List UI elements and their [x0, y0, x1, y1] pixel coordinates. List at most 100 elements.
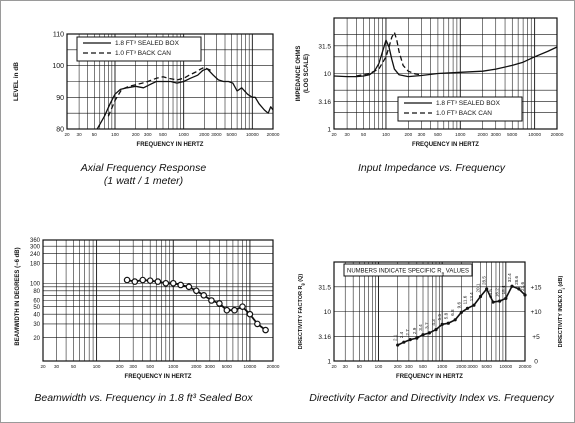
chart-1-x-tick-label: 10000: [528, 132, 541, 137]
chart-3-y2-tick-label: +10: [530, 309, 541, 316]
chart-2-y-tick-label: 100: [30, 281, 41, 287]
chart-0-x-tick-label: 20000: [267, 132, 280, 137]
chart-2-data-point: [254, 320, 261, 328]
chart-1-x-tick-label: 3000: [491, 132, 502, 137]
chart-1-x-tick-label: 20000: [551, 132, 564, 137]
chart-2-y-axis-label: BEAMWIDTH IN DEGREES (−6 dB): [15, 247, 21, 345]
chart-0-y-axis-label: LEVEL in dB: [13, 62, 20, 101]
chart-3-x-tick-label: 20000: [519, 364, 532, 369]
chart-2-data-point: [246, 310, 254, 318]
chart-3-data-point: [510, 284, 514, 288]
chart-3-data-point: [517, 287, 521, 291]
chart-3-x-tick-label: 3000: [467, 364, 478, 369]
chart-3-data-label: 13.4: [469, 292, 474, 301]
chart-0-legend: 1.8 FT³ SEALED BOX 1.0 FT³ BACK CAN: [76, 36, 202, 62]
caption-directivity-title: Directivity Factor and Directivity Index…: [309, 392, 554, 404]
chart-3-data-label: 5.5: [437, 314, 442, 321]
caption-beamwidth-title: Beamwidth vs. Frequency in 1.8 ft³ Seale…: [34, 392, 253, 404]
chart-1-x-tick-label: 100: [382, 132, 390, 137]
chart-2-data-point: [146, 277, 154, 284]
chart-3-data-label: 21.6: [520, 282, 525, 291]
chart-3-data-label: 15.5: [488, 289, 493, 298]
chart-1-y-tick-label: 3.16: [318, 99, 331, 106]
chart-1-x-tick-label: 1000: [455, 132, 466, 137]
caption-directivity: Directivity Factor and Directivity Index…: [288, 392, 575, 405]
chart-3-x-tick-label: 30: [343, 364, 349, 369]
chart-0-series-line-0: [96, 68, 274, 130]
chart-3-y2-tick-label: 0: [534, 359, 538, 366]
chart-2-y-tick-label: 20: [33, 336, 40, 342]
chart-0-x-tick-label: 30: [77, 132, 83, 137]
chart-3-grid: [333, 261, 526, 362]
chart-1-legend-box: [397, 96, 523, 122]
chart-3-data-point: [396, 343, 400, 347]
chart-1-y-tick-label: 1: [327, 127, 331, 134]
chart-3-y2-tick-label: +15: [530, 284, 541, 291]
chart-3-x-tick-label: 300: [405, 364, 413, 369]
caption-beamwidth: Beamwidth vs. Frequency in 1.8 ft³ Seale…: [0, 392, 287, 405]
chart-2-x-tick-label: 50: [71, 364, 77, 369]
chart-3-y2-tick-label: +5: [532, 334, 540, 341]
chart-2-x-tick-label: 5000: [222, 364, 233, 369]
chart-3-data-point: [504, 296, 508, 300]
chart-0-x-tick-label: 1000: [179, 132, 190, 137]
chart-2-data-point: [231, 306, 238, 314]
chart-0-y-tick-label: 110: [53, 32, 64, 39]
chart-3-data-point: [402, 340, 406, 344]
chart-3-plot-border: [333, 261, 526, 362]
chart-2-x-tick-label: 2000: [191, 364, 202, 369]
chart-3-data-point: [427, 331, 431, 335]
chart-2-y-tick-label: 180: [30, 262, 41, 268]
chart-1-x-tick-label: 200: [404, 132, 412, 137]
chart-3-x-tick-label: 10000: [499, 364, 512, 369]
chart-3-x-tick-label: 20: [331, 364, 337, 369]
chart-1-x-tick-label: 5000: [507, 132, 518, 137]
chart-3-data-point: [408, 338, 412, 342]
chart-1-plot-border: [333, 17, 558, 130]
chart-0-x-tick-label: 3000: [211, 132, 222, 137]
chart-2-grid: [42, 239, 274, 362]
chart-3-y2-axis-label: DIRECTIVITY INDEX Di (dB): [558, 276, 566, 348]
chart-3-data-point: [459, 310, 463, 314]
chart-3-y-axis-label: DIRECTIVITY FACTOR Rθ (Q): [298, 274, 306, 350]
chart-3-data-point: [498, 299, 502, 303]
chart-3-x-tick-label: 5000: [482, 364, 493, 369]
chart-0-x-axis-label: FREQUENCY IN HERTZ: [137, 142, 204, 148]
chart-1-x-tick-label: 20: [331, 132, 337, 137]
chart-3-annotation: NUMBERS INDICATE SPECIFIC Rθ VALUES: [347, 269, 469, 277]
chart-1-y-axis-label-2: (LOG SCALE): [304, 54, 310, 93]
chart-3-data-label: 4.3: [431, 319, 436, 326]
chart-0-y-tick-label: 90: [56, 95, 64, 102]
chart-2-y-tick-label: 360: [30, 238, 41, 244]
chart-2-y-tick-label: 80: [33, 289, 40, 295]
chart-1-x-axis-label: FREQUENCY IN HERTZ: [412, 142, 479, 148]
chart-2-data-point: [154, 278, 162, 285]
caption-impedance-title: Input Impedance vs. Frequency: [357, 162, 506, 174]
chart-1-y-tick-label: 10: [324, 71, 332, 78]
chart-2-x-axis-label: FREQUENCY IN HERTZ: [125, 374, 192, 380]
chart-2-y-tick-label: 50: [33, 305, 40, 311]
chart-1-x-tick-label: 300: [418, 132, 426, 137]
chart-3-data-label: 2.9: [412, 327, 417, 334]
chart-0-legend-label-1: 1.0 FT³ BACK CAN: [115, 50, 171, 57]
chart-3-x-tick-label: 500: [419, 364, 427, 369]
chart-0-x-tick-label: 50: [92, 132, 98, 137]
chart-3-x-axis-label: FREQUENCY IN HERTZ: [396, 374, 463, 380]
chart-3-data-point: [472, 303, 476, 307]
chart-0-x-tick-label: 5000: [227, 132, 238, 137]
chart-2-x-tick-label: 20000: [267, 364, 280, 369]
chart-3-x-tick-label: 1000: [437, 364, 448, 369]
chart-3-x-tick-label: 50: [357, 364, 363, 369]
chart-1-legend-label-0: 1.8 FT³ SEALED BOX: [436, 100, 501, 107]
chart-3-data-label: 2.4: [399, 331, 404, 338]
chart-0-x-tick-label: 200: [132, 132, 140, 137]
chart-2-data-point: [162, 279, 170, 287]
chart-3-data-label: 2.7: [405, 329, 410, 336]
chart-1-x-tick-label: 50: [361, 132, 367, 137]
chart-2-data-point: [223, 306, 231, 314]
chart-3-data-point: [523, 293, 527, 297]
chart-3-y-tick-label: 3.16: [318, 334, 331, 341]
chart-2-x-tick-label: 1000: [168, 364, 179, 369]
chart-1-y-tick-label: 31.5: [318, 43, 331, 50]
